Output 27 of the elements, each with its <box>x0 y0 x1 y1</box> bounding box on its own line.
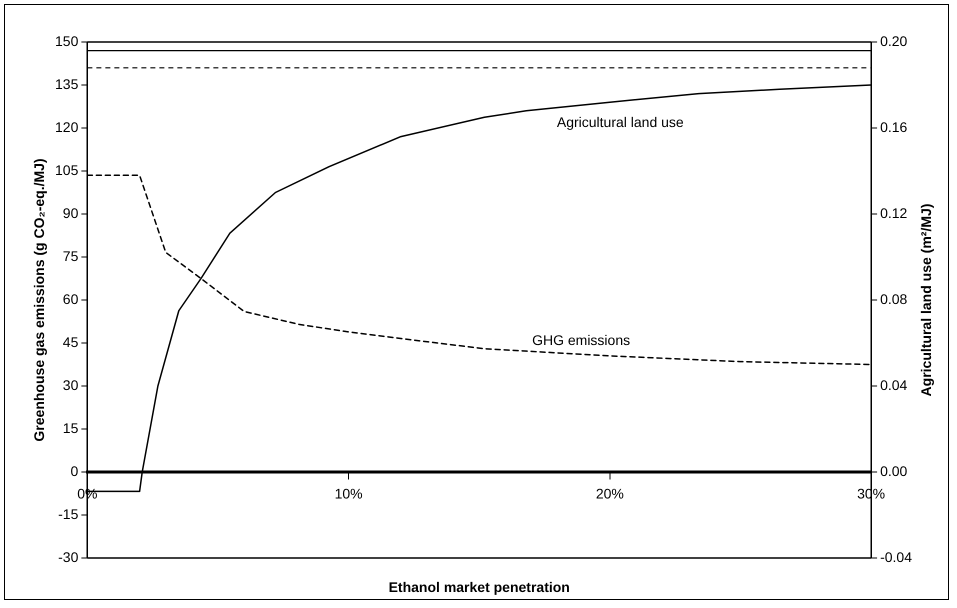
series-label: Agricultural land use <box>556 114 684 130</box>
y-tick-label: -30 <box>58 548 79 565</box>
y2-tick-label: -0.04 <box>880 548 912 565</box>
y2-tick-label: 0.08 <box>880 290 908 307</box>
y2-axis-title: Agricultural land use (m²/MJ) <box>918 204 934 396</box>
y-tick-label: 135 <box>55 76 79 92</box>
x-tick-label: 20% <box>596 485 624 502</box>
y-tick-label: 120 <box>55 118 79 135</box>
y2-tick-label: 0.20 <box>880 32 908 49</box>
y-axis-title: Greenhouse gas emissions (g CO₂-eq./MJ) <box>30 158 47 442</box>
y2-tick-label: 0.00 <box>880 462 908 479</box>
x-tick-label: 10% <box>334 485 363 502</box>
x-axis-title: Ethanol market penetration <box>388 578 570 595</box>
series-label: GHG emissions <box>532 332 630 348</box>
y2-tick-label: 0.16 <box>880 118 908 135</box>
y-tick-label: 75 <box>62 248 79 264</box>
y-tick-label: 15 <box>62 420 79 436</box>
y-tick-label: 45 <box>62 334 79 350</box>
y2-tick-label: 0.04 <box>880 376 908 393</box>
y-tick-label: 30 <box>62 376 79 393</box>
y-tick-label: 90 <box>62 204 79 221</box>
y-tick-label: 150 <box>55 32 79 49</box>
y-tick-label: 0 <box>70 462 79 479</box>
y-tick-label: -15 <box>58 506 79 522</box>
y2-tick-label: 0.12 <box>880 204 908 221</box>
y-tick-label: 60 <box>62 290 79 307</box>
y-tick-label: 105 <box>55 162 79 178</box>
